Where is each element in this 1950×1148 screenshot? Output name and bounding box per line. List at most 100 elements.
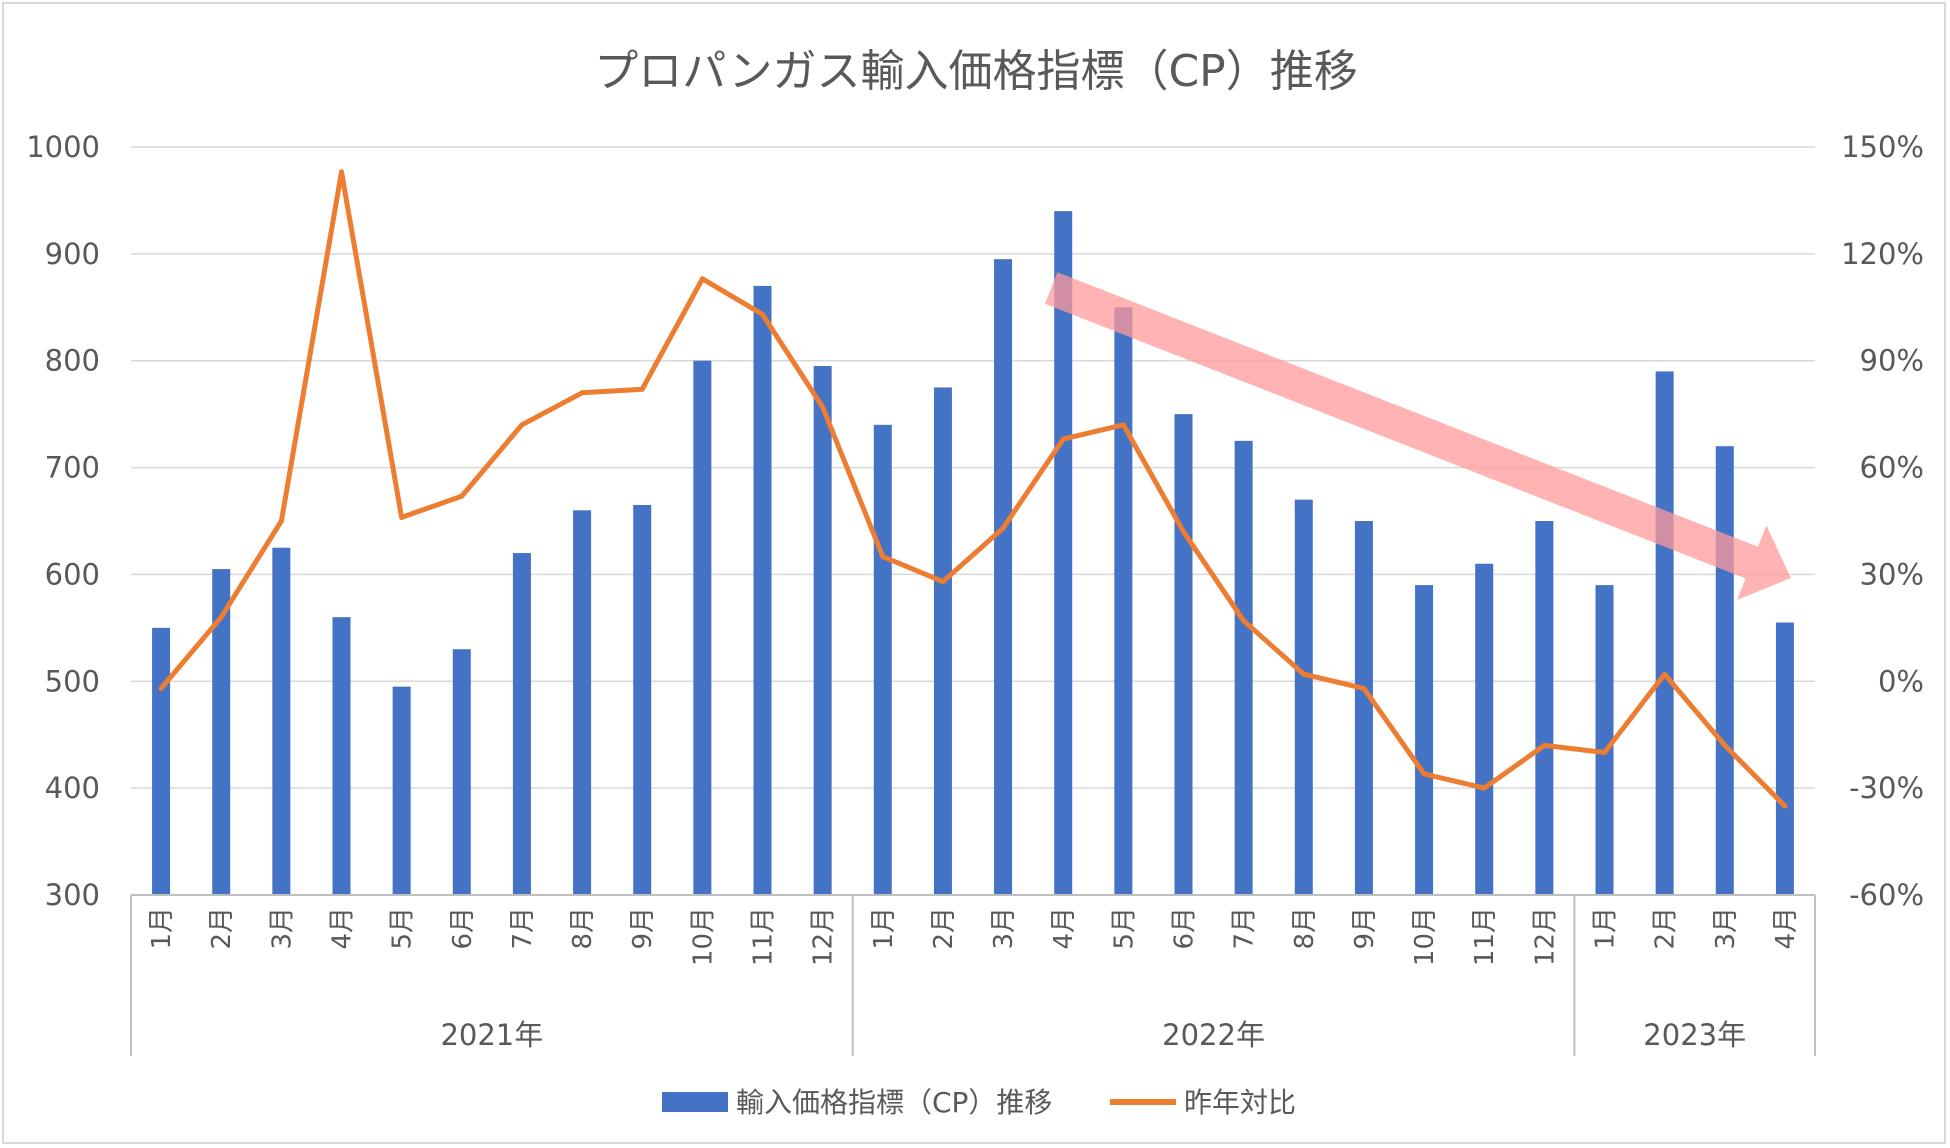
category-tick-label: 8月	[568, 907, 598, 950]
category-tick-label: 9月	[628, 907, 658, 950]
bar	[633, 504, 652, 895]
left-tick-label: 800	[45, 344, 100, 378]
left-tick-label: 500	[45, 664, 100, 698]
category-tick-label: 1月	[869, 907, 899, 950]
category-tick-label: 12月	[809, 907, 839, 966]
bar	[1294, 499, 1313, 895]
line-point	[459, 493, 465, 499]
bar	[994, 259, 1013, 895]
line-point	[880, 554, 886, 560]
line-point	[1120, 422, 1126, 428]
category-tick-label: 7月	[508, 907, 538, 950]
bar	[512, 553, 531, 895]
left-tick-label: 300	[45, 878, 100, 912]
category-axis: 1月 2月 3月 4月 5月 6月 7月 8月 9月 10月 11月 12月 1月 2月 3月 4月 5月 6月 7…	[130, 894, 1816, 1056]
category-tick-label: 7月	[1230, 907, 1260, 950]
bar	[332, 617, 351, 895]
line-point	[1241, 618, 1247, 624]
line-point	[339, 169, 344, 175]
line-point	[1481, 785, 1487, 791]
category-tick-label: 2月	[207, 907, 237, 950]
bar	[1174, 414, 1193, 895]
category-tick-label: 5月	[388, 907, 418, 950]
year-group-label: 2021年	[440, 1018, 543, 1052]
trend-arrow	[1045, 272, 1791, 600]
bar	[1715, 446, 1734, 895]
line-series	[158, 169, 1788, 809]
category-tick-label: 9月	[1350, 907, 1380, 950]
bar	[693, 360, 712, 895]
bar	[272, 547, 291, 895]
bar	[1475, 563, 1494, 895]
legend-label-bar: 輸入価格指標（CP）推移	[736, 1086, 1052, 1119]
right-tick-label: 150%	[1841, 130, 1924, 164]
left-tick-label: 900	[45, 237, 100, 271]
line-series-path	[158, 169, 1788, 809]
bar	[1535, 521, 1554, 895]
category-tick-label: 4月	[328, 907, 358, 950]
category-tick-label: 1月	[1591, 907, 1621, 950]
category-tick-label: 3月	[989, 907, 1019, 950]
bar	[1655, 371, 1674, 895]
bar	[753, 285, 772, 895]
right-axis: -60% -30% 0% 30% 60% 90% 120% 150%	[1841, 130, 1924, 912]
right-tick-label: 0%	[1878, 664, 1924, 698]
left-axis: 300 400 500 600 700 800 900 1000	[26, 130, 100, 912]
category-tick-label: 8月	[1290, 907, 1320, 950]
legend-swatch-bar	[662, 1092, 728, 1112]
left-tick-label: 400	[45, 771, 100, 805]
line-point	[158, 685, 164, 691]
bar	[1114, 307, 1133, 895]
chart: プロパンガス輸入価格指標（CP）推移 300 400 500 600 700 800 900…	[26, 46, 1924, 1119]
right-tick-label: 90%	[1860, 344, 1924, 378]
line-point	[760, 311, 765, 317]
line-point	[820, 404, 826, 410]
bar	[933, 387, 952, 895]
category-tick-label: 6月	[448, 907, 478, 950]
legend: 輸入価格指標（CP）推移 昨年対比	[662, 1086, 1296, 1119]
bar	[452, 649, 471, 895]
category-tick-label: 4月	[1771, 907, 1801, 950]
category-tick-label: 11月	[1470, 907, 1500, 966]
bar-series	[152, 211, 1794, 896]
trend-arrow-shape	[1045, 272, 1791, 600]
bar	[1595, 585, 1614, 895]
bar	[873, 424, 892, 895]
line-point	[579, 390, 585, 396]
line-point	[1782, 803, 1788, 809]
line-point	[1662, 671, 1668, 677]
category-tick-label: 10月	[1410, 907, 1440, 966]
bar	[573, 510, 592, 895]
category-tick-label: 10月	[688, 907, 718, 966]
year-group-label: 2023年	[1643, 1018, 1746, 1052]
chart-title: プロパンガス輸入価格指標（CP）推移	[594, 46, 1357, 97]
left-tick-label: 700	[45, 451, 100, 485]
right-tick-label: -30%	[1849, 771, 1924, 805]
line-point	[940, 579, 946, 585]
left-tick-label: 1000	[26, 130, 100, 164]
bar	[813, 366, 832, 895]
left-tick-label: 600	[45, 557, 100, 591]
line-point	[1181, 529, 1186, 535]
bar	[1234, 440, 1253, 895]
right-tick-label: -60%	[1849, 878, 1924, 912]
line-point	[1602, 750, 1607, 756]
line-point	[218, 614, 224, 620]
category-tick-label: 5月	[1109, 907, 1139, 950]
category-tick-label: 12月	[1530, 907, 1560, 966]
line-point	[519, 422, 525, 428]
category-tick-label: 3月	[1711, 907, 1741, 950]
line-point	[1421, 771, 1427, 777]
line-point	[278, 518, 284, 524]
gridlines	[131, 146, 1815, 896]
category-tick-label: 1月	[147, 907, 177, 950]
bar	[1354, 521, 1373, 895]
bar	[392, 686, 411, 895]
category-tick-label: 4月	[1049, 907, 1079, 950]
line-point	[1301, 671, 1307, 677]
category-tick-label: 11月	[749, 907, 779, 966]
line-point	[699, 276, 705, 282]
bar	[1054, 211, 1073, 896]
category-tick-label: 2月	[1651, 907, 1681, 950]
